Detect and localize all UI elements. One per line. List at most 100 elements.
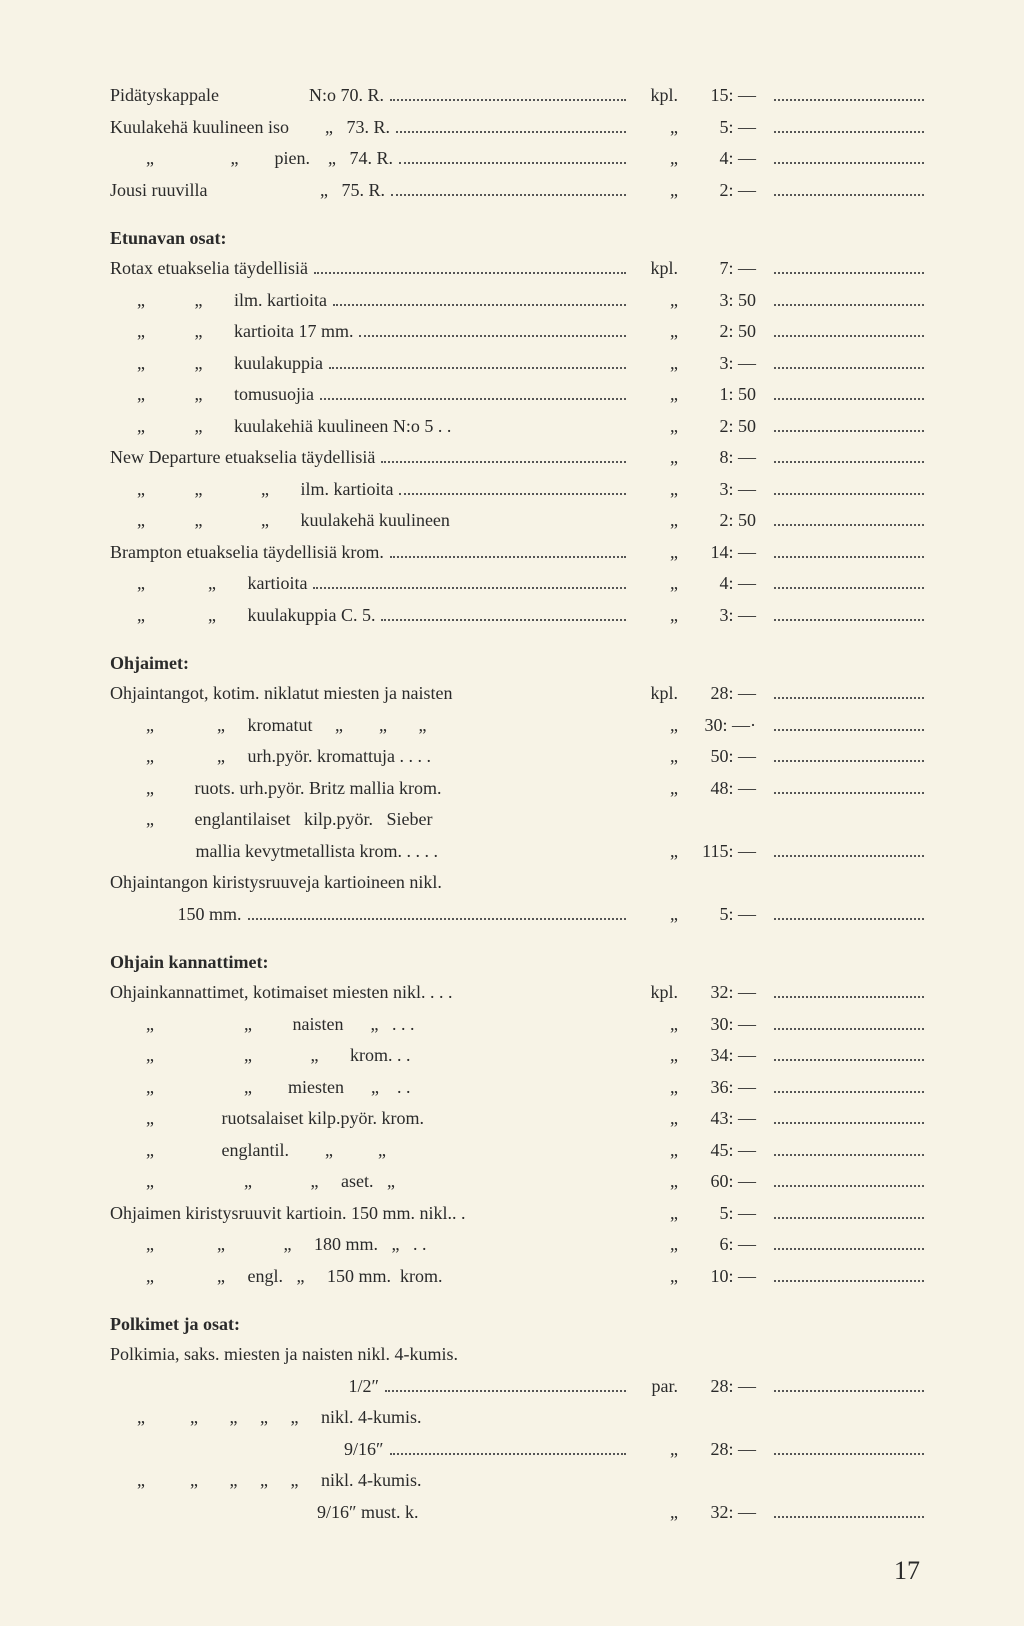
- item-description: 1/2″: [110, 1371, 379, 1403]
- item-description: „ „ „ „ „ nikl. 4-kumis.: [110, 1465, 421, 1497]
- write-in-blank: [774, 1091, 924, 1093]
- price-row: „ „ „ „ „ nikl. 4-kumis.: [110, 1465, 924, 1497]
- price-row: Ohjainkannattimet, kotimaiset miesten ni…: [110, 977, 924, 1009]
- leader-dots: [329, 367, 626, 369]
- write-in-blank: [774, 1516, 924, 1518]
- item-description: „ „ tomusuojia: [110, 379, 314, 411]
- price-row: „ „ kuulakuppia„3: —: [110, 348, 924, 380]
- write-in-blank: [774, 1390, 924, 1392]
- write-in-blank: [774, 729, 924, 731]
- leader-dots: [314, 272, 626, 274]
- price-value: 5: —: [678, 1198, 756, 1230]
- price-row: „ „ pien. „ 74. R.„4: —: [110, 143, 924, 175]
- item-description: „ „ naisten „ . . .: [110, 1009, 414, 1041]
- item-description: „ „ urh.pyör. kromattuja . . . .: [110, 741, 431, 773]
- write-in-blank: [774, 1453, 924, 1455]
- price-row: 9/16″„28: —: [110, 1434, 924, 1466]
- unit-label: „: [632, 505, 678, 537]
- item-description: mallia kevytmetallista krom. . . . .: [110, 836, 438, 868]
- price-value: 28: —: [678, 1434, 756, 1466]
- unit-label: „: [632, 1198, 678, 1230]
- price-row: Pidätyskappale N:o 70. R.kpl.15: —: [110, 80, 924, 112]
- price-value: 48: —: [678, 773, 756, 805]
- leader-dots: [381, 461, 626, 463]
- price-value: 32: —: [678, 1497, 756, 1529]
- price-row: „ „ miesten „ . . „36: —: [110, 1072, 924, 1104]
- price-row: „ „ „ „ „ nikl. 4-kumis.: [110, 1402, 924, 1434]
- price-value: 7: —: [678, 253, 756, 285]
- price-row: New Departure etuakselia täydellisiä „8: …: [110, 442, 924, 474]
- item-description: „ „ kromatut „ „ „: [110, 710, 426, 742]
- leader-dots: [248, 918, 626, 920]
- price-row: „ „ „ 180 mm. „ . .„6: —: [110, 1229, 924, 1261]
- price-value: 60: —: [678, 1166, 756, 1198]
- leader-dots: [391, 194, 626, 196]
- price-value: 45: —: [678, 1135, 756, 1167]
- unit-label: „: [632, 1072, 678, 1104]
- unit-label: „: [632, 600, 678, 632]
- write-in-blank: [774, 996, 924, 998]
- item-description: New Departure etuakselia täydellisiä: [110, 442, 375, 474]
- price-value: 14: —: [678, 537, 756, 569]
- price-row: „ „ engl. „ 150 mm. krom.„10: —: [110, 1261, 924, 1293]
- unit-label: „: [632, 411, 678, 443]
- item-description: „ „ „ kuulakehä kuulineen: [110, 505, 450, 537]
- unit-label: „: [632, 348, 678, 380]
- unit-label: „: [632, 1261, 678, 1293]
- price-value: 50: —: [678, 741, 756, 773]
- item-description: „ „ „ ilm. kartioita: [110, 474, 393, 506]
- write-in-blank: [774, 855, 924, 857]
- write-in-blank: [774, 131, 924, 133]
- leader-dots: [399, 493, 626, 495]
- write-in-blank: [774, 697, 924, 699]
- unit-label: „: [632, 1166, 678, 1198]
- price-row: „ „ „ kuulakehä kuulineen„2: 50: [110, 505, 924, 537]
- unit-label: „: [632, 1497, 678, 1529]
- item-description: „ „ miesten „ . .: [110, 1072, 410, 1104]
- price-value: 3: 50: [678, 285, 756, 317]
- unit-label: kpl.: [632, 80, 678, 112]
- price-row: „ „ urh.pyör. kromattuja . . . .„50: —: [110, 741, 924, 773]
- price-value: 30: —: [678, 1009, 756, 1041]
- write-in-blank: [774, 99, 924, 101]
- leader-dots: [390, 99, 626, 101]
- leader-dots: [390, 1453, 627, 1455]
- item-description: Jousi ruuvilla „ 75. R.: [110, 175, 385, 207]
- item-description: Ohjainkannattimet, kotimaiset miesten ni…: [110, 977, 452, 1009]
- item-description: „ „ kuulakehiä kuulineen N:o 5 . .: [110, 411, 451, 443]
- price-value: 8: —: [678, 442, 756, 474]
- unit-label: „: [632, 537, 678, 569]
- price-row: 150 mm.„5: —: [110, 899, 924, 931]
- write-in-blank: [774, 1059, 924, 1061]
- write-in-blank: [774, 1122, 924, 1124]
- item-description: „ „ „ 180 mm. „ . .: [110, 1229, 426, 1261]
- leader-dots: [333, 304, 626, 306]
- item-description: Pidätyskappale N:o 70. R.: [110, 80, 384, 112]
- unit-label: „: [632, 836, 678, 868]
- item-description: „ „ kartioita 17 mm.: [110, 316, 353, 348]
- item-description: Kuulakehä kuulineen iso „ 73. R.: [110, 112, 390, 144]
- unit-label: par.: [632, 1371, 678, 1403]
- price-value: 6: —: [678, 1229, 756, 1261]
- leader-dots: [399, 162, 626, 164]
- price-row: Rotax etuakselia täydellisiäkpl.7: —: [110, 253, 924, 285]
- price-row: mallia kevytmetallista krom. . . . .„115…: [110, 836, 924, 868]
- leader-dots: [381, 619, 626, 621]
- unit-label: „: [632, 112, 678, 144]
- write-in-blank: [774, 1248, 924, 1250]
- item-description: Ohjaintangot, kotim. niklatut miesten ja…: [110, 678, 452, 710]
- price-row: 1/2″par.28: —: [110, 1371, 924, 1403]
- write-in-blank: [774, 367, 924, 369]
- price-row: Kuulakehä kuulineen iso „ 73. R.„5: —: [110, 112, 924, 144]
- price-value: 32: —: [678, 977, 756, 1009]
- price-value: 36: —: [678, 1072, 756, 1104]
- unit-label: „: [632, 442, 678, 474]
- item-description: Ohjaimen kiristysruuvit kartioin. 150 mm…: [110, 1198, 465, 1230]
- unit-label: „: [632, 899, 678, 931]
- price-value: 2: —: [678, 175, 756, 207]
- section-heading: Ohjain kannattimet:: [110, 952, 924, 973]
- write-in-blank: [774, 194, 924, 196]
- price-value: 1: 50: [678, 379, 756, 411]
- price-row: Ohjaintangon kiristysruuveja kartioineen…: [110, 867, 924, 899]
- item-description: Polkimia, saks. miesten ja naisten nikl.…: [110, 1339, 458, 1371]
